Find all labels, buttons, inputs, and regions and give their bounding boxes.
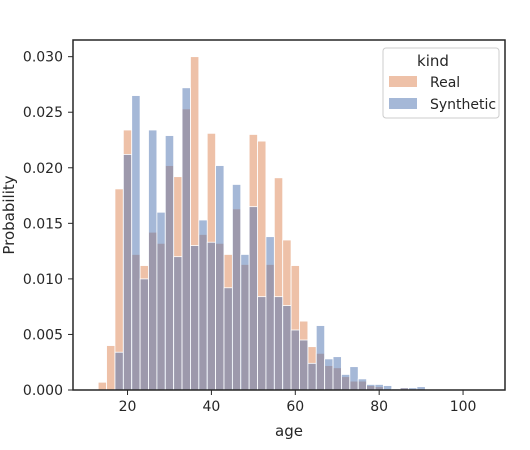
bar-synthetic-37 bbox=[198, 219, 208, 391]
bar-synthetic-61 bbox=[299, 339, 309, 391]
bar-synthetic-23 bbox=[139, 278, 149, 391]
bar-synthetic-33 bbox=[181, 87, 191, 391]
bar-synthetic-65 bbox=[315, 325, 326, 391]
x-axis-label: age bbox=[275, 422, 303, 440]
bar-synthetic-69 bbox=[332, 356, 342, 391]
legend: kind Real Synthetic bbox=[382, 47, 500, 119]
bar-synthetic-19 bbox=[122, 154, 133, 391]
y-tick-label: 0.030 bbox=[23, 50, 63, 66]
bar-synthetic-49 bbox=[248, 206, 258, 391]
bar-synthetic-31 bbox=[173, 256, 183, 391]
bar-synthetic-45 bbox=[231, 184, 242, 391]
bar-synthetic-75 bbox=[357, 378, 367, 391]
bar-synthetic-35 bbox=[190, 245, 200, 391]
legend-swatch-synthetic bbox=[389, 98, 417, 109]
x-tick-label: 100 bbox=[450, 399, 477, 415]
y-tick-label: 0.015 bbox=[23, 216, 63, 232]
legend-title: kind bbox=[417, 52, 449, 70]
bar-synthetic-47 bbox=[240, 254, 250, 391]
histogram-bars bbox=[97, 56, 426, 391]
y-tick-label: 0.025 bbox=[23, 105, 63, 121]
bar-synthetic-51 bbox=[257, 296, 267, 391]
bar-synthetic-55 bbox=[273, 296, 284, 391]
bar-synthetic-29 bbox=[164, 135, 175, 391]
y-tick-label: 0.020 bbox=[23, 161, 63, 177]
bar-synthetic-41 bbox=[215, 165, 225, 391]
bar-synthetic-59 bbox=[290, 329, 300, 391]
legend-swatch-real bbox=[389, 76, 417, 87]
bar-synthetic-77 bbox=[366, 384, 376, 391]
x-axis-ticks: 20 40 60 80 100 bbox=[119, 390, 477, 415]
x-tick-label: 20 bbox=[119, 399, 137, 415]
legend-label-synthetic: Synthetic bbox=[430, 97, 496, 113]
bar-synthetic-73 bbox=[349, 366, 359, 391]
bar-synthetic-21 bbox=[131, 95, 141, 391]
y-axis-ticks: 0.000 0.005 0.010 0.015 0.020 0.025 0.030 bbox=[23, 50, 73, 399]
x-tick-label: 60 bbox=[286, 399, 304, 415]
bar-synthetic-63 bbox=[307, 362, 317, 391]
bar-real-15 bbox=[106, 345, 116, 391]
x-tick-label: 40 bbox=[202, 399, 220, 415]
y-axis-label: Probability bbox=[0, 175, 18, 254]
bar-synthetic-17 bbox=[114, 351, 124, 391]
bar-synthetic-79 bbox=[374, 384, 384, 391]
plot-frame bbox=[72, 39, 506, 391]
bar-synthetic-27 bbox=[156, 211, 166, 391]
bar-synthetic-53 bbox=[265, 236, 275, 391]
bar-synthetic-67 bbox=[324, 358, 334, 391]
y-tick-label: 0.005 bbox=[23, 327, 63, 343]
y-tick-label: 0.010 bbox=[23, 272, 63, 288]
x-tick-label: 80 bbox=[370, 399, 388, 415]
legend-label-real: Real bbox=[430, 75, 460, 91]
bar-synthetic-43 bbox=[223, 287, 233, 391]
y-tick-label: 0.000 bbox=[23, 383, 63, 399]
bar-real-13 bbox=[97, 381, 107, 391]
bar-synthetic-57 bbox=[282, 305, 292, 391]
bar-synthetic-25 bbox=[148, 129, 158, 391]
bar-synthetic-39 bbox=[206, 241, 217, 391]
bar-synthetic-71 bbox=[341, 374, 351, 391]
